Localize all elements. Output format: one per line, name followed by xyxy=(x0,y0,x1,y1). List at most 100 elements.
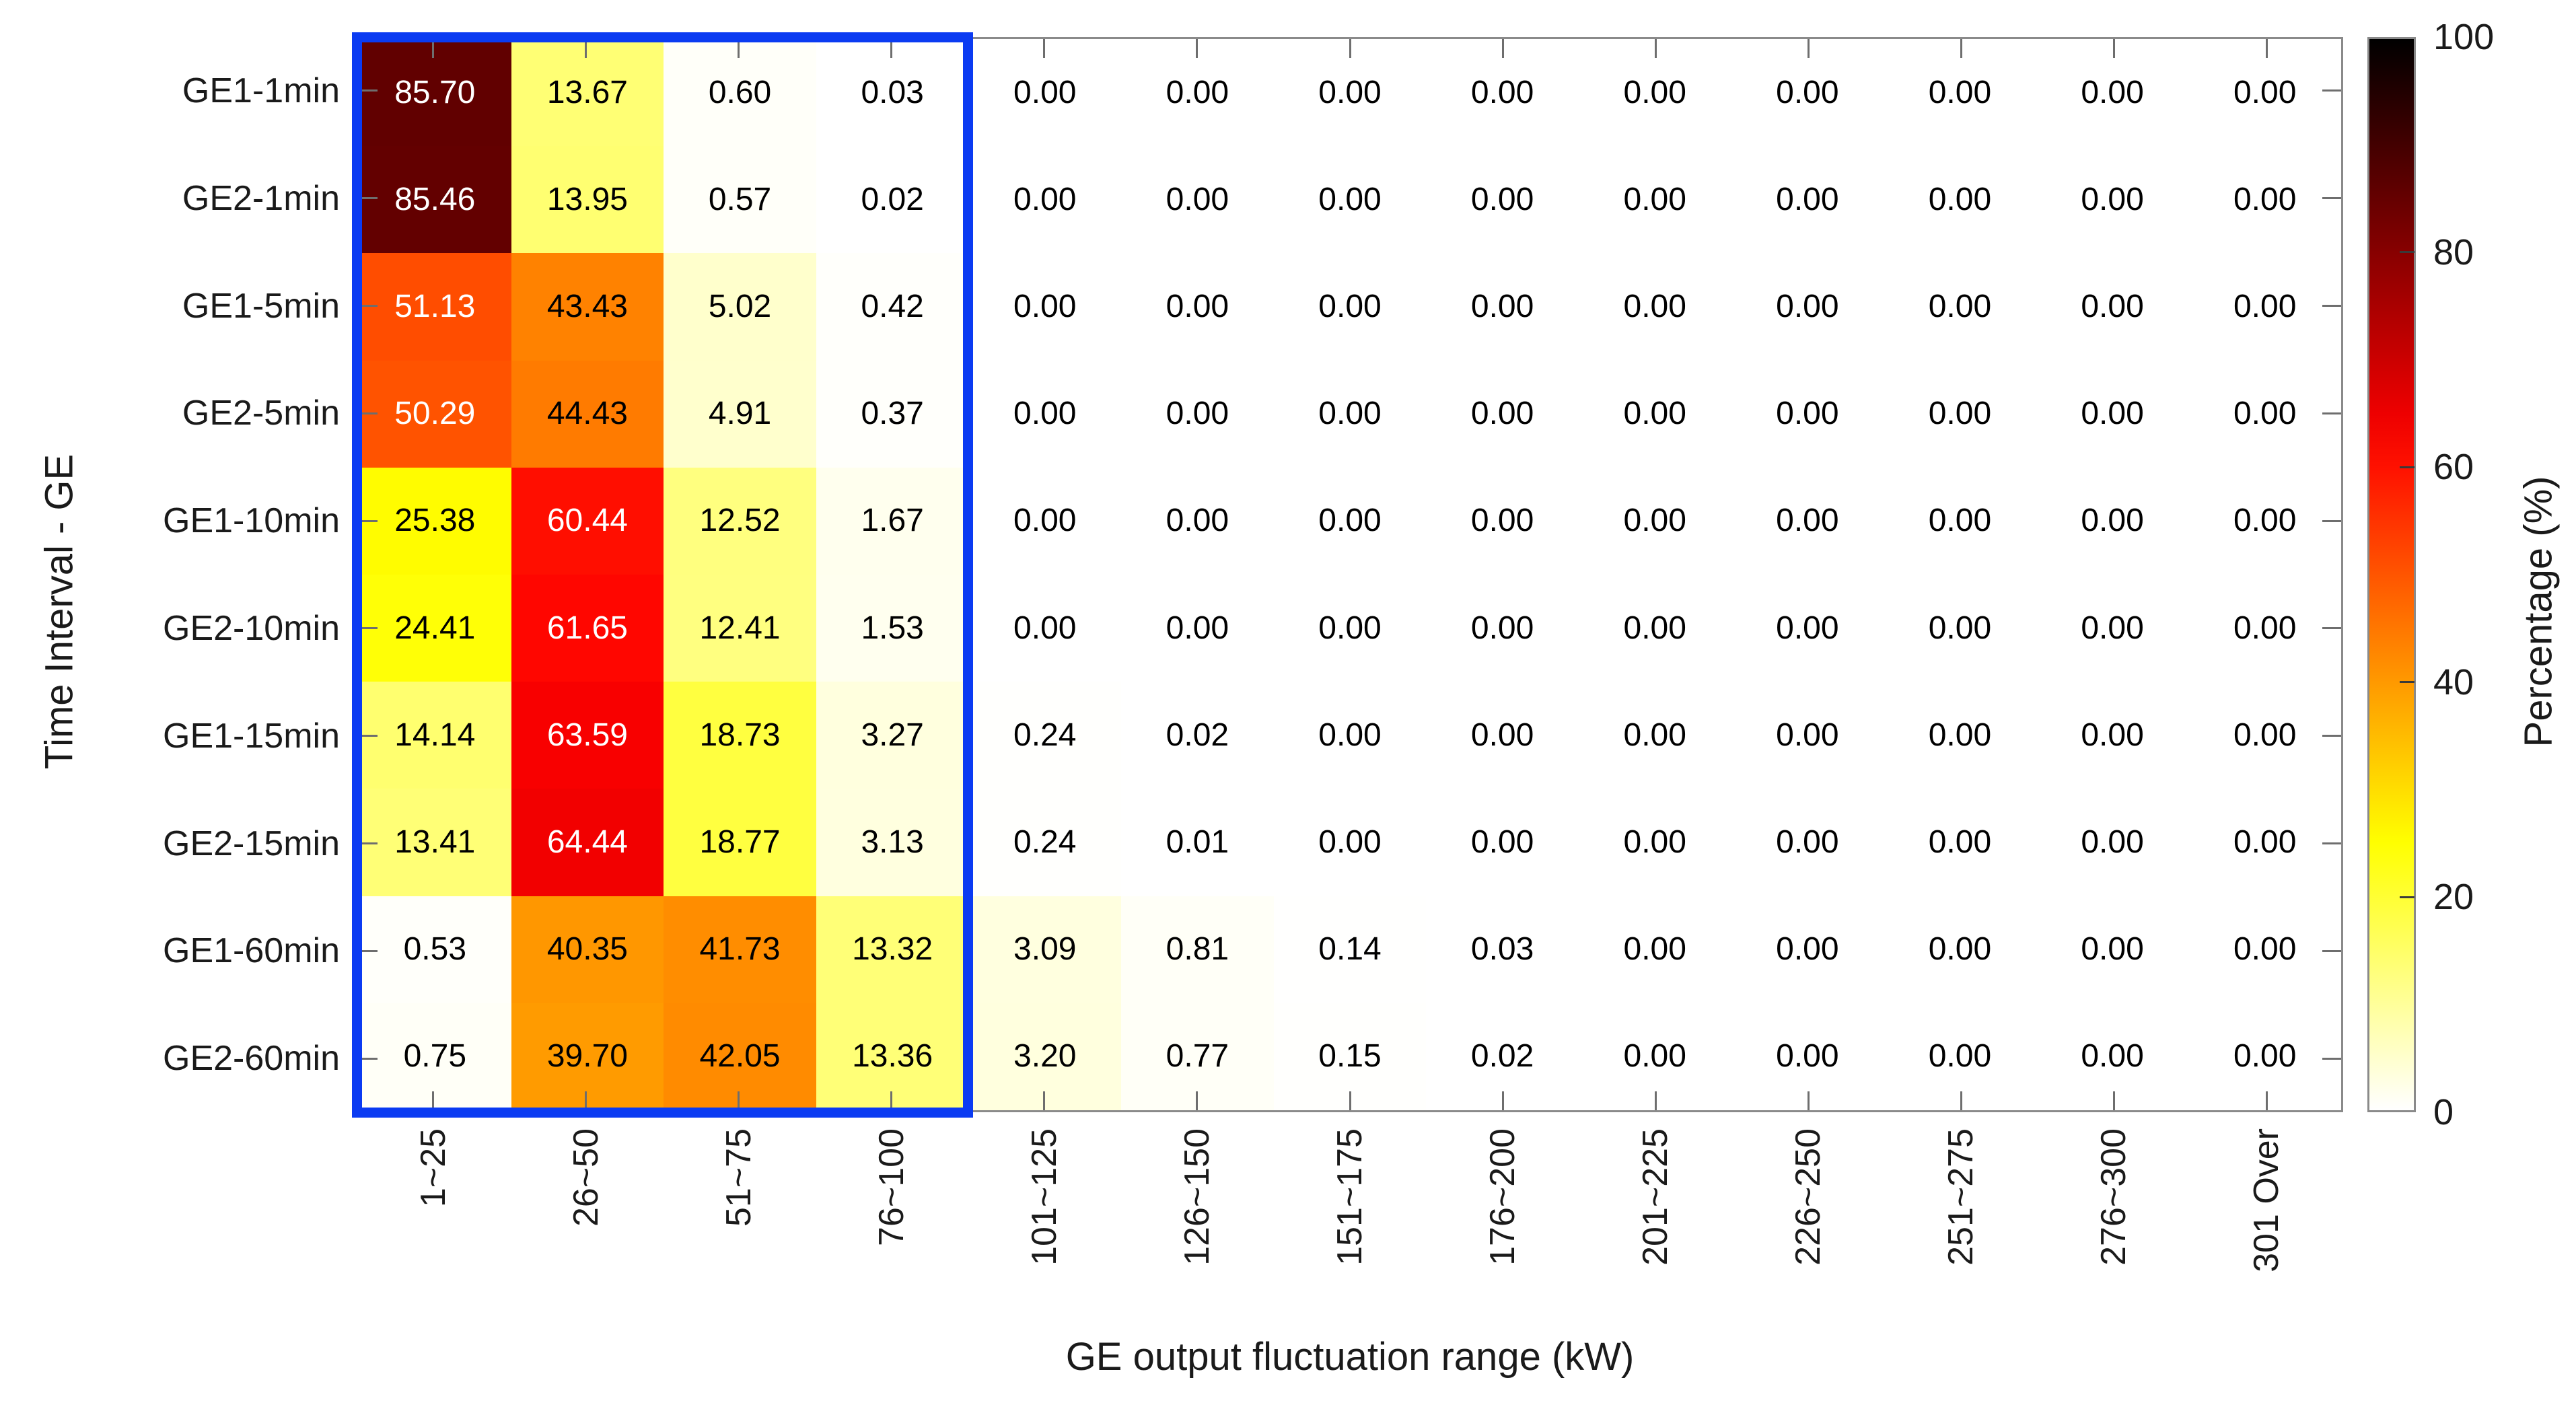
axis-tick xyxy=(2322,197,2341,200)
x-tick-label: 126~150 xyxy=(1177,1128,1217,1266)
axis-tick xyxy=(2322,519,2341,522)
axis-tick xyxy=(359,412,378,414)
heatmap-cell: 0.03 xyxy=(1426,896,1579,1003)
heatmap-cell: 0.00 xyxy=(1578,682,1731,789)
cell-value: 0.00 xyxy=(2233,503,2297,539)
cell-value: 44.43 xyxy=(546,396,628,432)
cell-value: 51.13 xyxy=(394,288,476,324)
cell-value: 0.00 xyxy=(2081,181,2144,217)
heatmap-cell: 0.00 xyxy=(2188,360,2341,468)
heatmap-cell: 0.00 xyxy=(1731,682,1884,789)
cell-value: 5.02 xyxy=(708,288,772,324)
axis-tick xyxy=(2265,1091,2268,1110)
plot-area: 85.70 13.67 0.60 0.03 0.00 0.00 0.00 0.00 0.00 0.… xyxy=(357,37,2343,1112)
cell-value: 0.00 xyxy=(1470,824,1534,860)
heatmap-cell: 0.00 xyxy=(968,146,1122,254)
cell-value: 0.77 xyxy=(1166,1038,1229,1075)
axis-tick xyxy=(1043,1091,1046,1110)
cell-value: 0.02 xyxy=(1470,1038,1534,1075)
axis-tick xyxy=(1654,1091,1657,1110)
heatmap-cell: 5.02 xyxy=(664,253,816,361)
x-tick-label: 301 Over xyxy=(2247,1128,2287,1272)
heatmap-cell: 39.70 xyxy=(511,1003,664,1110)
heatmap-cell: 1.67 xyxy=(816,467,969,575)
x-tick-label: 276~300 xyxy=(2094,1128,2134,1266)
heatmap-cell: 4.91 xyxy=(664,360,816,468)
colorbar-tick xyxy=(2400,896,2414,898)
y-tick-label: GE2-1min xyxy=(182,178,340,218)
axis-tick xyxy=(359,627,378,630)
cell-value: 0.00 xyxy=(1776,824,1839,860)
cell-value: 0.00 xyxy=(2081,717,2144,753)
heatmap-cell: 0.00 xyxy=(1731,253,1884,361)
colorbar-tick-label: 100 xyxy=(2433,17,2495,57)
y-tick-label: GE2-10min xyxy=(163,608,340,648)
cell-value: 0.00 xyxy=(1318,610,1382,646)
cell-value: 0.00 xyxy=(1318,824,1382,860)
heatmap-cell: 0.00 xyxy=(2036,360,2189,468)
heatmap-cell: 0.00 xyxy=(1273,253,1427,361)
heatmap-cell: 0.00 xyxy=(1884,467,2036,575)
cell-value: 0.00 xyxy=(2081,74,2144,110)
cell-value: 0.00 xyxy=(1623,288,1686,324)
heatmap-cell: 0.00 xyxy=(1121,146,1274,254)
colorbar-label: Percentage (%) xyxy=(2516,476,2561,748)
cell-value: 0.00 xyxy=(2233,1038,2297,1075)
cell-value: 0.60 xyxy=(708,74,772,110)
cell-value: 12.52 xyxy=(699,503,781,539)
cell-value: 0.42 xyxy=(861,288,924,324)
y-tick-label: GE1-1min xyxy=(182,71,340,110)
cell-value: 0.15 xyxy=(1318,1038,1382,1075)
cell-value: 0.00 xyxy=(1013,181,1077,217)
heatmap-cell: 0.00 xyxy=(1426,360,1579,468)
cell-value: 0.00 xyxy=(1166,288,1229,324)
cell-value: 0.02 xyxy=(861,181,924,217)
cell-value: 0.00 xyxy=(1928,717,1992,753)
axis-tick xyxy=(359,1057,378,1060)
heatmap-cell: 0.00 xyxy=(1426,146,1579,254)
axis-tick xyxy=(359,89,378,92)
axis-tick xyxy=(1196,39,1198,58)
axis-tick xyxy=(359,949,378,952)
axis-tick xyxy=(432,39,435,58)
x-tick-label: 51~75 xyxy=(719,1128,758,1227)
x-tick-label: 101~125 xyxy=(1024,1128,1064,1266)
cell-value: 0.00 xyxy=(2233,396,2297,432)
cell-value: 0.00 xyxy=(2233,181,2297,217)
heatmap-cell: 0.53 xyxy=(359,896,511,1003)
cell-value: 64.44 xyxy=(546,824,628,860)
heatmap-cell: 40.35 xyxy=(511,896,664,1003)
axis-tick xyxy=(1043,39,1046,58)
heatmap-cell: 0.14 xyxy=(1273,896,1427,1003)
highlight-rectangle xyxy=(351,32,973,1118)
cell-value: 0.00 xyxy=(1623,717,1686,753)
axis-tick xyxy=(359,735,378,737)
cell-value: 0.00 xyxy=(1623,503,1686,539)
colorbar-tick-label: 20 xyxy=(2433,877,2474,918)
heatmap-cell: 0.00 xyxy=(2188,146,2341,254)
axis-tick xyxy=(1501,39,1504,58)
heatmap-cell: 18.77 xyxy=(664,789,816,896)
cell-value: 13.41 xyxy=(394,824,476,860)
heatmap-cell: 0.00 xyxy=(1578,467,1731,575)
heatmap-cell: 0.00 xyxy=(1273,146,1427,254)
heatmap-cell: 0.00 xyxy=(1731,789,1884,896)
heatmap-cell: 0.00 xyxy=(1426,467,1579,575)
cell-value: 0.14 xyxy=(1318,931,1382,968)
heatmap-cell: 85.70 xyxy=(359,39,511,147)
heatmap-cell: 0.00 xyxy=(1884,682,2036,789)
cell-value: 3.27 xyxy=(861,717,924,753)
cell-value: 0.00 xyxy=(1776,610,1839,646)
heatmap-cell: 0.00 xyxy=(1273,574,1427,682)
heatmap-cell: 0.00 xyxy=(1426,574,1579,682)
heatmap-cell: 0.00 xyxy=(1578,146,1731,254)
heatmap-cell: 13.95 xyxy=(511,146,664,254)
heatmap-cell: 0.00 xyxy=(2036,146,2189,254)
axis-tick xyxy=(359,842,378,844)
y-tick-label: GE1-60min xyxy=(163,931,340,971)
cell-value: 0.00 xyxy=(1776,1038,1839,1075)
cell-value: 0.00 xyxy=(1623,181,1686,217)
cell-value: 18.77 xyxy=(699,824,781,860)
cell-value: 0.01 xyxy=(1166,824,1229,860)
